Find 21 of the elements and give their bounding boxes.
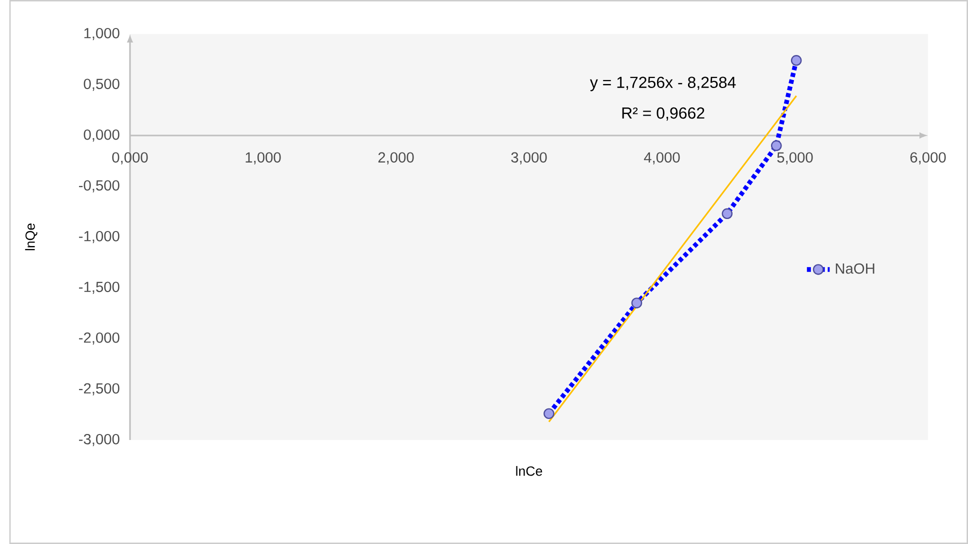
y-tick-label: -3,000 — [79, 434, 120, 446]
annotation: R² = 0,9662 — [622, 107, 704, 121]
x-tick-label: 5,000 — [777, 152, 813, 164]
x-tick-label: 6,000 — [910, 152, 946, 164]
y-tick-label: 0,500 — [84, 78, 120, 91]
y-tick-label: -1,000 — [79, 230, 120, 244]
y-tick-label: -1,500 — [79, 282, 120, 294]
x-tick-label: 0,000 — [112, 152, 148, 164]
y-tick-label: 1,000 — [84, 28, 120, 40]
annotation: y = 1,7256x - 8,2584 — [590, 76, 736, 92]
y-tick-label: -0,500 — [79, 180, 120, 192]
y-tick-label: 0,000 — [84, 129, 120, 142]
x-tick-label: 1,000 — [246, 152, 281, 164]
x-tick-label: 4,000 — [644, 152, 680, 164]
x-tick-label: 3,000 — [511, 152, 547, 164]
y-tick-label: -2,000 — [79, 332, 120, 345]
y-axis-title: lnQe — [25, 224, 38, 250]
y-tick-label: -2,500 — [79, 383, 120, 396]
x-tick-label: 2,000 — [378, 152, 414, 164]
x-axis-title: lnCe — [516, 466, 542, 476]
legend-label: NaOH — [836, 263, 874, 274]
